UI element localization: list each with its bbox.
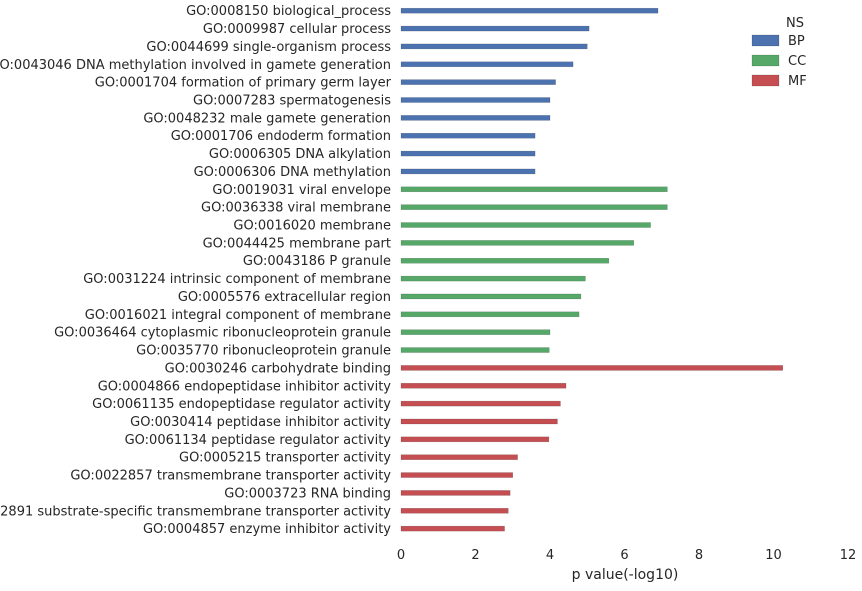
category-label: GO:0016020 membrane bbox=[233, 219, 391, 234]
category-label: GO:0030414 peptidase inhibitor activity bbox=[130, 415, 391, 430]
bar-bp bbox=[400, 168, 536, 175]
x-tick-label: 0 bbox=[397, 548, 405, 563]
bar-bp bbox=[400, 132, 536, 139]
legend: NS BP CC MF bbox=[751, 16, 807, 89]
category-label: GO:0004866 endopeptidase inhibitor activ… bbox=[98, 379, 392, 394]
category-label: GO:0030246 carbohydrate binding bbox=[165, 361, 391, 376]
bar-mf bbox=[400, 508, 509, 514]
bar-mf bbox=[400, 436, 550, 443]
bar-mf bbox=[400, 400, 561, 407]
x-tick-label: 8 bbox=[695, 548, 703, 563]
bar-cc bbox=[400, 257, 610, 264]
bar-bp bbox=[400, 150, 536, 157]
category-label: GO:0022891 substrate-specific transmembr… bbox=[0, 504, 391, 519]
bar-mf bbox=[400, 383, 567, 389]
category-label: GO:0044699 single-organism process bbox=[146, 40, 391, 55]
bars-layer bbox=[400, 7, 784, 532]
category-label: GO:0006305 DNA alkylation bbox=[209, 147, 391, 162]
bar-bp bbox=[400, 79, 556, 85]
category-label: GO:0035770 ribonucleoprotein granule bbox=[136, 344, 391, 359]
x-tick-label: 10 bbox=[765, 548, 782, 563]
bar-mf bbox=[400, 490, 511, 496]
category-label: GO:0001704 formation of primary germ lay… bbox=[95, 76, 392, 91]
category-label: GO:0006306 DNA methylation bbox=[194, 165, 391, 180]
bar-cc bbox=[400, 204, 668, 210]
x-tick-label: 6 bbox=[620, 548, 628, 563]
category-label: GO:0022857 transmembrane transporter act… bbox=[70, 469, 391, 484]
category-label: GO:0061135 endopeptidase regulator activ… bbox=[92, 397, 391, 412]
category-label: GO:0043046 DNA methylation involved in g… bbox=[0, 58, 391, 73]
bar-mf bbox=[400, 525, 505, 532]
category-label: GO:0061134 peptidase regulator activity bbox=[125, 433, 392, 448]
bar-cc bbox=[400, 240, 635, 246]
bar-cc bbox=[400, 186, 668, 193]
category-label: GO:0005576 extracellular region bbox=[178, 290, 391, 305]
x-tick-label: 4 bbox=[546, 548, 554, 563]
category-label: GO:0009987 cellular process bbox=[203, 22, 391, 37]
x-tick-label: 12 bbox=[840, 548, 857, 563]
bar-bp bbox=[400, 43, 588, 50]
x-axis-title: p value(-log10) bbox=[572, 567, 679, 583]
legend-label-bp: BP bbox=[788, 34, 805, 49]
bar-cc bbox=[400, 311, 580, 318]
category-label: GO:0001706 endoderm formation bbox=[171, 129, 391, 144]
bar-cc bbox=[400, 293, 582, 300]
bar-bp bbox=[400, 61, 574, 68]
legend-title: NS bbox=[786, 16, 804, 31]
category-label: GO:0031224 intrinsic component of membra… bbox=[83, 272, 391, 287]
bar-mf bbox=[400, 472, 513, 478]
category-label: GO:0036338 viral membrane bbox=[201, 201, 391, 216]
legend-swatch-cc bbox=[751, 54, 780, 67]
x-tick-label: 2 bbox=[471, 548, 479, 563]
category-label: GO:0019031 viral envelope bbox=[212, 183, 391, 198]
category-label: GO:0005215 transporter activity bbox=[179, 451, 391, 466]
bar-bp bbox=[400, 115, 551, 121]
legend-label-cc: CC bbox=[788, 54, 806, 69]
category-label: GO:0004857 enzyme inhibitor activity bbox=[143, 522, 391, 537]
category-label: GO:0036464 cytoplasmic ribonucleoprotein… bbox=[54, 326, 391, 341]
bar-mf bbox=[400, 365, 784, 371]
category-label: GO:0043186 P granule bbox=[243, 254, 391, 269]
category-label: GO:0048232 male gamete generation bbox=[143, 111, 391, 126]
category-label: GO:0003723 RNA binding bbox=[224, 486, 391, 501]
bar-bp bbox=[400, 7, 659, 14]
category-label: GO:0007283 spermatogenesis bbox=[193, 94, 391, 109]
bar-cc bbox=[400, 347, 550, 353]
bar-cc bbox=[400, 275, 586, 282]
legend-swatch-mf bbox=[751, 74, 780, 87]
legend-swatch-bp bbox=[751, 34, 780, 47]
bar-cc bbox=[400, 222, 651, 228]
category-labels: GO:0008150 biological_process GO:0009987 … bbox=[0, 4, 392, 537]
category-label: GO:0044425 membrane part bbox=[203, 236, 391, 251]
bar-bp bbox=[400, 25, 590, 32]
x-axis-ticks: 0 2 4 6 8 10 12 bbox=[397, 548, 856, 563]
bar-cc bbox=[400, 329, 551, 335]
bar-bp bbox=[400, 97, 551, 103]
legend-label-mf: MF bbox=[788, 74, 807, 89]
bar-mf bbox=[400, 454, 518, 460]
bar-mf bbox=[400, 418, 558, 425]
category-label: GO:0008150 biological_process bbox=[186, 4, 391, 19]
category-label: GO:0016021 integral component of membran… bbox=[85, 308, 391, 323]
